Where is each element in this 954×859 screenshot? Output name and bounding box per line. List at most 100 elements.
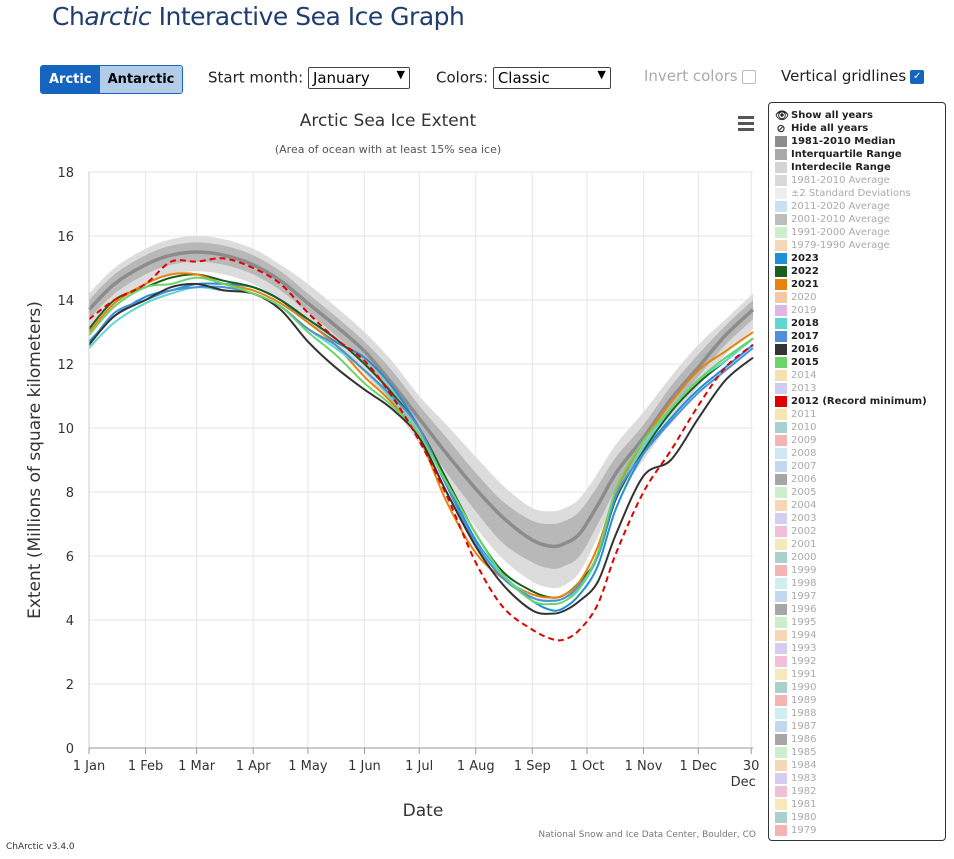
y-tick-label: 0 xyxy=(66,742,74,757)
legend-item[interactable]: 2000 xyxy=(775,551,939,564)
legend-swatch xyxy=(775,344,787,355)
legend-item[interactable]: 2001 xyxy=(775,538,939,551)
legend-item[interactable]: 1988 xyxy=(775,707,939,720)
legend-label: Interdecile Range xyxy=(791,162,891,173)
legend-item[interactable]: 2010 xyxy=(775,421,939,434)
legend-item[interactable]: 2018 xyxy=(775,317,939,330)
legend-item[interactable]: 2008 xyxy=(775,447,939,460)
legend-item[interactable]: 1981 xyxy=(775,798,939,811)
invert-colors-checkbox[interactable] xyxy=(741,69,756,84)
hemisphere-toggle: Arctic Antarctic xyxy=(40,65,184,94)
legend-item[interactable]: 1996 xyxy=(775,603,939,616)
legend-item[interactable]: 1981-2010 Median xyxy=(775,135,939,148)
legend-swatch xyxy=(775,396,787,407)
series-line-2015 xyxy=(88,276,754,606)
legend-item[interactable]: 1992 xyxy=(775,655,939,668)
vertical-gridlines-label: Vertical gridlines xyxy=(781,67,907,85)
legend-item[interactable]: 2015 xyxy=(775,356,939,369)
start-month-select[interactable]: January ▼ xyxy=(307,67,410,89)
legend-item[interactable]: 1985 xyxy=(775,746,939,759)
legend-item[interactable]: 1994 xyxy=(775,629,939,642)
legend-item[interactable]: 1993 xyxy=(775,642,939,655)
legend-swatch xyxy=(775,383,787,394)
legend-item[interactable]: 1998 xyxy=(775,577,939,590)
legend-item[interactable]: 2016 xyxy=(775,343,939,356)
legend-item[interactable]: 2007 xyxy=(775,460,939,473)
hide-all-years-button[interactable]: ⊘ Hide all years xyxy=(776,122,869,135)
antarctic-button[interactable]: Antarctic xyxy=(99,66,183,93)
legend-item[interactable]: 1999 xyxy=(775,564,939,577)
legend-label: 1994 xyxy=(791,630,817,641)
legend-item[interactable]: 2004 xyxy=(775,499,939,512)
legend-item[interactable]: 2021 xyxy=(775,278,939,291)
legend-label: 2013 xyxy=(791,383,817,394)
legend-item[interactable]: 1987 xyxy=(775,720,939,733)
legend-item[interactable]: 2014 xyxy=(775,369,939,382)
legend-item[interactable]: 2009 xyxy=(775,434,939,447)
x-tick-label: 30 xyxy=(743,759,760,774)
legend-item[interactable]: 1991-2000 Average xyxy=(775,226,939,239)
vertical-gridlines-checkbox[interactable]: ✓ xyxy=(910,69,925,84)
legend-item[interactable]: 2003 xyxy=(775,512,939,525)
colors-select[interactable]: Classic ▼ xyxy=(492,67,611,89)
legend-label: 2006 xyxy=(791,474,817,485)
legend-swatch xyxy=(775,500,787,511)
legend-item[interactable]: 2011 xyxy=(775,408,939,421)
legend-item[interactable]: 1986 xyxy=(775,733,939,746)
y-tick-label: 16 xyxy=(57,230,74,245)
legend-swatch xyxy=(775,721,787,732)
legend-item[interactable]: 2001-2010 Average xyxy=(775,213,939,226)
x-tick-label: 1 Feb xyxy=(128,759,163,774)
legend-item[interactable]: 2005 xyxy=(775,486,939,499)
chart-title: Arctic Sea Ice Extent xyxy=(300,111,477,131)
legend-item[interactable]: 1995 xyxy=(775,616,939,629)
show-all-years-button[interactable]: 👁 Show all years xyxy=(775,109,873,122)
legend-swatch xyxy=(775,786,787,797)
legend-item[interactable]: 1989 xyxy=(775,694,939,707)
legend-item[interactable]: 2017 xyxy=(775,330,939,343)
legend-item[interactable]: 1979 xyxy=(775,824,939,837)
legend-label: 2002 xyxy=(791,526,817,537)
legend-swatch xyxy=(775,370,787,381)
legend-swatch xyxy=(775,474,787,485)
legend-item[interactable]: Interquartile Range xyxy=(775,148,939,161)
x-tick-label: 1 Jan xyxy=(73,759,105,774)
legend-item[interactable]: 1979-1990 Average xyxy=(775,239,939,252)
legend-item[interactable]: 2012 (Record minimum) xyxy=(775,395,939,408)
legend-item[interactable]: 2002 xyxy=(775,525,939,538)
legend-item[interactable]: 2013 xyxy=(775,382,939,395)
legend-swatch xyxy=(775,682,787,693)
x-tick-label: 1 Jun xyxy=(348,759,381,774)
legend-item[interactable]: 1984 xyxy=(775,759,939,772)
app-title: Charctic Interactive Sea Ice Graph xyxy=(52,2,465,31)
legend-item[interactable]: 1983 xyxy=(775,772,939,785)
legend-label: 2000 xyxy=(791,552,817,563)
legend-item[interactable]: 1981-2010 Average xyxy=(775,174,939,187)
legend-swatch xyxy=(775,240,787,251)
legend-item[interactable]: 2011-2020 Average xyxy=(775,200,939,213)
legend-item[interactable]: 1982 xyxy=(775,785,939,798)
eye-slash-icon: ⊘ xyxy=(776,122,786,135)
legend-label: 1988 xyxy=(791,708,817,719)
legend-item[interactable]: 1997 xyxy=(775,590,939,603)
legend-item[interactable]: 1991 xyxy=(775,668,939,681)
legend-item[interactable]: 2020 xyxy=(775,291,939,304)
legend-label: 2001-2010 Average xyxy=(791,214,890,225)
y-tick-label: 8 xyxy=(66,486,74,501)
legend-item[interactable]: 2023 xyxy=(775,252,939,265)
legend-label: 2018 xyxy=(791,318,819,329)
legend-swatch xyxy=(775,305,787,316)
legend-item[interactable]: Interdecile Range xyxy=(775,161,939,174)
legend-item[interactable]: 1990 xyxy=(775,681,939,694)
legend-label: 1980 xyxy=(791,812,817,823)
legend-item[interactable]: ±2 Standard Deviations xyxy=(775,187,939,200)
y-axis-label: Extent (Millions of square kilometers) xyxy=(25,301,45,619)
legend-item[interactable]: 2006 xyxy=(775,473,939,486)
legend-item[interactable]: 1980 xyxy=(775,811,939,824)
legend-label: 2016 xyxy=(791,344,819,355)
legend-item[interactable]: 2019 xyxy=(775,304,939,317)
hamburger-menu-icon[interactable] xyxy=(738,116,754,134)
legend-item[interactable]: 2022 xyxy=(775,265,939,278)
legend-swatch xyxy=(775,578,787,589)
arctic-button[interactable]: Arctic xyxy=(41,66,100,93)
